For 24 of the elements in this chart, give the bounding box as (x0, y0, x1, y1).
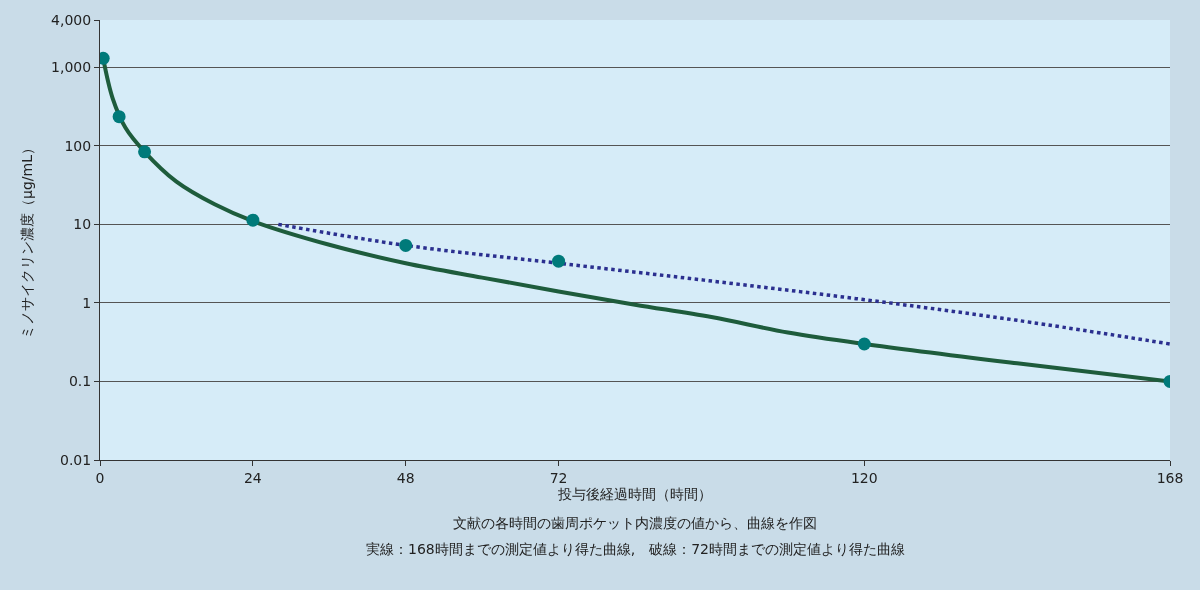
x-tick-label: 168 (1156, 469, 1184, 486)
text: 実線：168時間までの測定値より得た曲線, 破線：72時間までの測定値より得た曲線 (366, 541, 905, 557)
y-tick-label: 1 (82, 294, 92, 311)
point (112, 110, 126, 124)
y-tick-label: 0.01 (60, 451, 92, 468)
y-tick-label: 10 (73, 216, 92, 233)
x-tick-label: 24 (243, 469, 262, 486)
y-tick-label: 100 (64, 137, 92, 154)
point (552, 254, 566, 268)
y-tick-label: 1,000 (51, 59, 92, 76)
x-tick-label: 48 (396, 469, 415, 486)
x-tick-label: 72 (549, 469, 568, 486)
y-tick-label: 4,000 (51, 11, 92, 28)
line-series (276, 222, 1170, 346)
point (399, 238, 413, 252)
point (138, 145, 152, 159)
x-tick-label: 0 (95, 469, 105, 486)
y-tick-label: 0.1 (68, 373, 92, 390)
point (857, 337, 871, 351)
text: 文献の各時間の歯周ポケット内濃度の値から、曲線を作図 (453, 515, 817, 531)
y-axis-title: ミノサイクリン濃度（μg/mL） (18, 141, 35, 339)
point (246, 213, 260, 227)
x-tick-label: 120 (850, 469, 878, 486)
x-axis-title: 投与後経過時間（時間） (557, 486, 712, 503)
